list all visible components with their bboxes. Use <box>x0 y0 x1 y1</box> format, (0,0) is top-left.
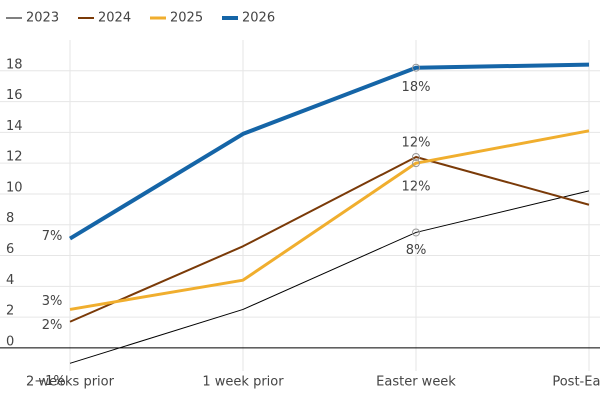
series-line <box>69 156 590 323</box>
point-marker <box>412 159 420 168</box>
legend-label: 2024 <box>98 11 131 26</box>
legend-label: 2026 <box>242 11 275 26</box>
x-tick-label: 1 week prior <box>202 375 284 390</box>
legend-label: 2023 <box>26 11 59 26</box>
value-label: 7% <box>42 229 63 244</box>
y-tick-label: 4 <box>6 273 14 288</box>
series-line <box>68 62 590 241</box>
point-marker <box>412 228 420 237</box>
y-tick-label: 8 <box>6 211 14 226</box>
value-label: −1% <box>34 374 66 389</box>
y-tick-label: 14 <box>6 119 23 134</box>
y-tick-label: 0 <box>6 334 14 349</box>
value-label: 8% <box>406 243 427 258</box>
series-line <box>69 190 590 364</box>
legend-label: 2025 <box>170 11 203 26</box>
y-tick-label: 2 <box>6 304 14 319</box>
x-tick-label: 2 weeks prior <box>26 375 115 390</box>
series-line <box>69 129 590 311</box>
y-tick-label: 18 <box>6 57 23 72</box>
point-marker <box>412 63 420 72</box>
y-tick-label: 16 <box>6 88 23 103</box>
x-tick-label: Easter week <box>376 375 456 390</box>
y-tick-label: 6 <box>6 242 14 257</box>
value-label: 18% <box>402 80 431 95</box>
x-tick-label: Post-Easter <box>552 375 600 390</box>
point-marker <box>412 153 420 162</box>
value-label: 12% <box>402 136 431 151</box>
y-tick-label: 10 <box>6 180 23 195</box>
value-label: 12% <box>402 180 431 195</box>
value-label: 2% <box>42 318 63 333</box>
y-tick-label: 12 <box>6 150 23 165</box>
value-label: 3% <box>42 294 63 309</box>
